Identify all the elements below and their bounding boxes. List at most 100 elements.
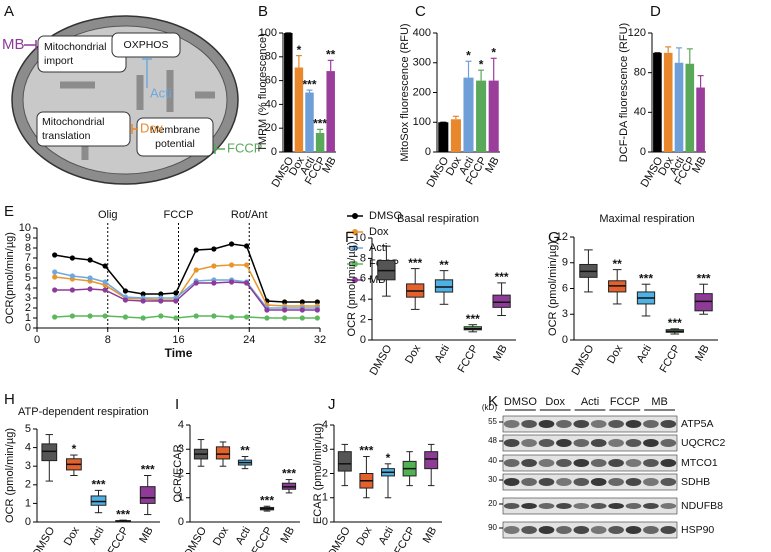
y-axis-label: MitoSox fluorescence (RFU)	[399, 23, 411, 161]
protein-label: SDHB	[681, 476, 710, 488]
band	[590, 439, 607, 447]
panel-label: A	[4, 3, 14, 20]
panel-label: D	[650, 3, 661, 20]
panel-label: I	[175, 396, 179, 413]
point	[69, 313, 75, 319]
y-tick-label: 0	[25, 322, 31, 334]
y-tick-label: 0	[360, 334, 366, 346]
x-tick-label: Acti	[635, 343, 655, 365]
y-tick-label: 2	[322, 467, 328, 479]
band	[503, 439, 520, 447]
y-axis-label: OCR/ECAR	[172, 444, 184, 502]
lane-group: Acti	[581, 396, 599, 408]
legend-label: Acti	[369, 242, 387, 254]
band	[643, 439, 659, 447]
y-tick-label: 400	[413, 27, 431, 39]
band	[556, 459, 572, 467]
band	[503, 459, 520, 467]
x-tick-label: DMSO	[182, 525, 209, 552]
y-tick-label: 4	[322, 419, 328, 431]
point	[122, 297, 129, 303]
y-tick-label: 4	[25, 282, 31, 294]
box	[36, 111, 131, 147]
box	[136, 117, 214, 157]
point	[140, 291, 146, 297]
panel-label: E	[4, 203, 14, 220]
point	[52, 252, 58, 258]
x-tick-label: FCCP	[250, 525, 275, 552]
box	[90, 495, 107, 506]
box	[492, 294, 511, 308]
protein-label: HSP90	[681, 524, 714, 536]
y-tick-label: 80	[265, 51, 277, 63]
panel-label: B	[258, 3, 268, 20]
y-tick-label: 10	[354, 232, 366, 244]
x-tick-label: 24	[243, 334, 255, 346]
point	[69, 287, 75, 293]
point	[140, 298, 146, 304]
panel-label: H	[4, 391, 15, 408]
y-tick-label: 2	[25, 302, 31, 314]
band	[590, 478, 607, 486]
y-tick-label: 1	[25, 497, 31, 509]
y-tick-label: 1	[25, 312, 31, 324]
protein-label: UQCRC2	[681, 437, 725, 449]
significance: *	[72, 442, 77, 456]
point	[228, 241, 235, 247]
point	[52, 287, 58, 293]
panel-label: C	[415, 3, 426, 20]
box	[337, 451, 352, 472]
y-tick-label: 0	[562, 334, 568, 346]
y-tick-label: 10	[19, 222, 31, 234]
point	[69, 273, 75, 279]
bar	[488, 80, 499, 152]
point	[282, 315, 288, 321]
lane-group: MB	[651, 396, 668, 408]
band	[590, 503, 607, 509]
x-tick-label: MB	[483, 155, 502, 175]
point	[282, 307, 288, 313]
significance: *	[479, 57, 484, 71]
band	[573, 420, 590, 428]
band	[625, 439, 642, 447]
legend-marker	[352, 277, 358, 283]
inhibitor: Acti	[150, 85, 172, 100]
point	[211, 246, 217, 252]
band	[521, 420, 537, 428]
box	[139, 486, 156, 504]
band	[608, 439, 624, 447]
y-tick-label: 3	[322, 443, 328, 455]
band	[660, 478, 677, 486]
x-tick-label: FCCP	[456, 343, 481, 375]
significance: ***	[141, 463, 155, 477]
box	[424, 451, 439, 470]
band	[660, 439, 677, 447]
chart-title: ATP-dependent respiration	[18, 406, 149, 418]
x-tick-label: 0	[34, 334, 40, 346]
box	[215, 446, 231, 460]
y-tick-label: 9	[562, 257, 568, 269]
inhibition	[131, 124, 138, 134]
y-tick-label: 12	[556, 231, 568, 243]
significance: ***	[359, 444, 373, 458]
panel: F Basal respiration OCR (pmol/min/µg)0 2 4 6 8…	[345, 213, 516, 378]
y-tick-label: 100	[413, 116, 431, 128]
box-text: Mitochondrial	[44, 41, 106, 53]
y-axis-label: OCR (pmol/min/µg)	[346, 242, 358, 337]
x-axis-label: Time	[165, 346, 193, 360]
legend-marker	[352, 213, 358, 219]
bar	[476, 80, 487, 152]
band	[521, 478, 537, 486]
y-tick-label: 0	[640, 146, 646, 158]
box-text: translation	[42, 130, 91, 142]
point	[211, 280, 217, 286]
bar	[463, 77, 474, 152]
x-tick-label: Dox	[605, 343, 625, 366]
lane-group: Dox	[545, 396, 565, 408]
y-tick-label: 60	[265, 75, 277, 87]
band	[556, 503, 572, 509]
band	[625, 420, 642, 428]
